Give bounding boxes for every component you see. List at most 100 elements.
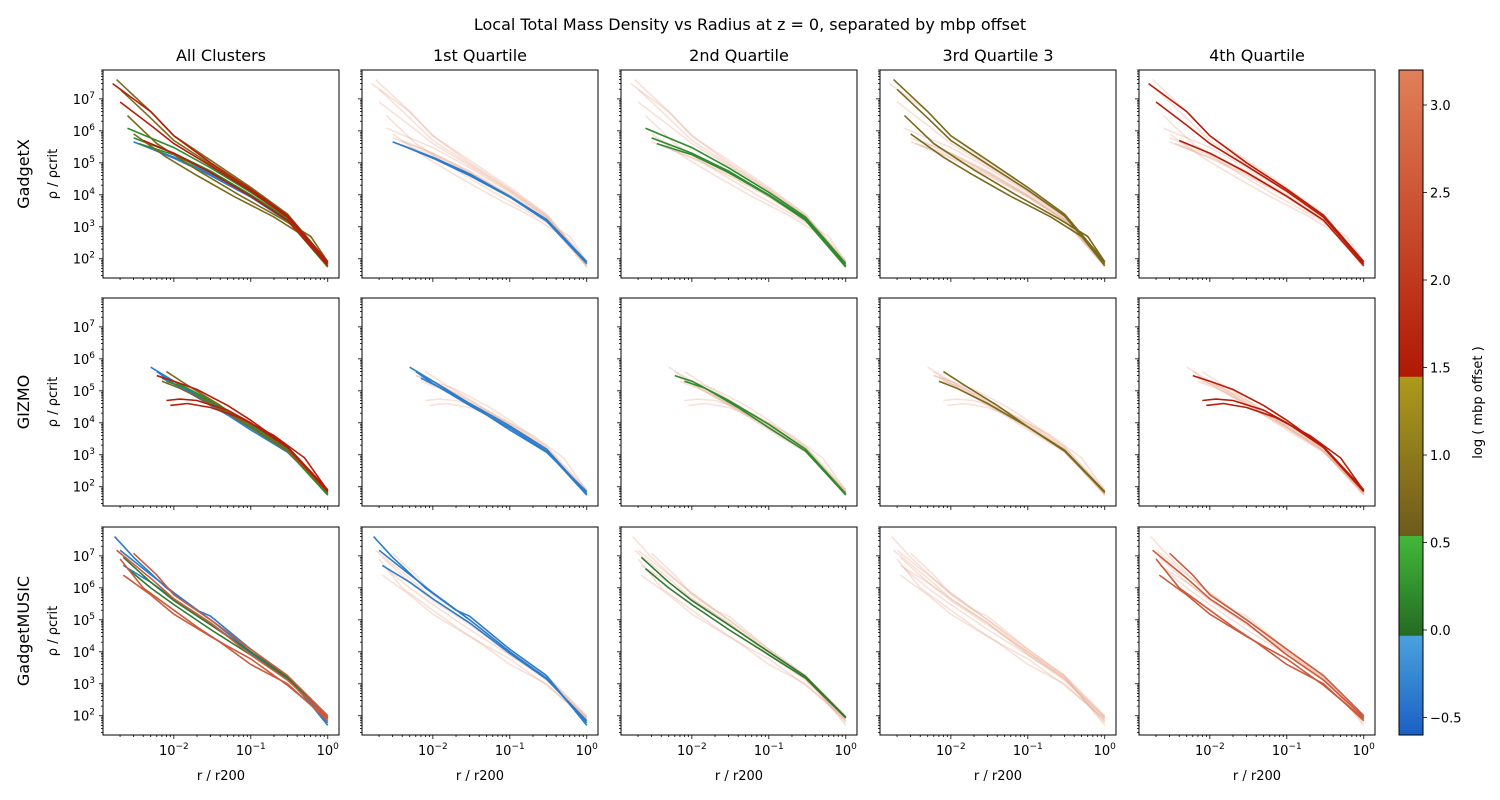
figure-title: Local Total Mass Density vs Radius at z … <box>474 15 1026 34</box>
plot-area <box>621 298 857 506</box>
faded-curve-q4-3 <box>640 574 847 720</box>
curves <box>371 79 588 268</box>
curves <box>409 366 588 496</box>
panel-frame <box>1138 69 1376 279</box>
panel-frame <box>879 526 1117 736</box>
faded-curve-q2-2 <box>1162 567 1365 719</box>
faded-curve-q3-2 <box>378 88 588 265</box>
column-title: 4th Quartile <box>1209 46 1305 65</box>
panel-frame <box>361 297 599 507</box>
y-tick-label: 105 <box>73 155 95 172</box>
curve-q4-4 <box>1169 552 1365 717</box>
y-tick-label: 104 <box>73 644 96 661</box>
curve-q2-2 <box>126 567 329 719</box>
panel-r1-c5: 4th Quartile <box>1135 46 1376 282</box>
curves <box>668 366 847 496</box>
curve-q3-4 <box>126 115 329 263</box>
faded-curve-q1-3 <box>899 564 1106 722</box>
faded-curve-q4-3 <box>947 402 1106 492</box>
curve-q1-1 <box>373 536 588 726</box>
colorbar-tick-label: 2.0 <box>1430 274 1451 289</box>
curve-q4-2 <box>166 398 329 493</box>
x-tick-label: 100 <box>1094 742 1117 759</box>
panel-frame <box>1138 297 1376 507</box>
colorbar-tick-label: 2.5 <box>1430 187 1451 202</box>
y-tick-label: 105 <box>73 383 95 400</box>
curve-q1-2 <box>378 549 588 724</box>
faded-curve-q1-3 <box>1197 377 1365 493</box>
curve-q3-2 <box>896 88 1106 265</box>
y-tick-label: 104 <box>73 415 96 432</box>
y-tick-label: 103 <box>73 447 95 464</box>
x-tick-label: 10−1 <box>1013 742 1043 759</box>
curve-q1-3 <box>381 564 588 722</box>
colorbar-tick-label: 3.0 <box>1430 99 1451 114</box>
plot-area <box>362 70 598 278</box>
faded-curve-q3-4 <box>1162 115 1365 263</box>
curve-q4-3 <box>1206 402 1365 492</box>
panel-r2-c4 <box>876 297 1117 510</box>
column-title: 2nd Quartile <box>689 46 789 65</box>
x-axis-label: r / r200 <box>456 769 504 784</box>
curves <box>112 79 329 268</box>
faded-curve-q4-2 <box>637 558 847 722</box>
panel-frame <box>102 526 340 736</box>
faded-curve-q3-4 <box>644 115 847 263</box>
x-tick-label: 10−1 <box>236 742 266 759</box>
panel-frame <box>879 69 1117 279</box>
colorbar-tick-label: 1.0 <box>1430 449 1451 464</box>
colorbar-tick-label: 1.5 <box>1430 362 1451 377</box>
x-tick-label: 100 <box>576 742 599 759</box>
curve-q3-3 <box>910 133 1106 267</box>
curve-q3-2 <box>938 380 1106 494</box>
x-tick-label: 10−2 <box>159 742 189 759</box>
x-axis-label: r / r200 <box>197 769 245 784</box>
plot-area <box>880 298 1116 506</box>
y-tick-label: 105 <box>73 612 95 629</box>
curve-q2-2 <box>651 137 847 267</box>
y-tick-label: 106 <box>73 580 96 597</box>
row-label: GIZMO <box>14 375 33 429</box>
panel-grid: 102 103 104 105 106 107 ρ / ρcrit GadgetX All Cl… <box>14 46 1376 784</box>
curve-q4-2 <box>1155 101 1365 265</box>
colorbar-tick-label: 0.0 <box>1430 624 1451 639</box>
curve-q4-1 <box>1152 549 1365 718</box>
faded-curve-q4-1 <box>933 374 1106 491</box>
plot-area <box>880 527 1116 735</box>
x-axis-label: r / r200 <box>715 769 763 784</box>
panel-r1-c4: 3rd Quartile 3 <box>876 46 1117 282</box>
faded-curve-q2-3 <box>915 142 1106 268</box>
panel-frame <box>620 526 858 736</box>
panel-frame <box>1138 526 1376 736</box>
curves <box>630 79 847 268</box>
curve-q1-3 <box>420 377 588 493</box>
x-tick-label: 10−1 <box>495 742 525 759</box>
row-label: GadgetX <box>14 139 33 209</box>
curve-q4-3 <box>122 574 329 720</box>
panel-r2-c2 <box>358 297 599 510</box>
curves <box>1150 536 1365 726</box>
faded-curve-q1-1 <box>891 536 1106 726</box>
y-tick-label: 104 <box>73 187 96 204</box>
y-tick-label: 103 <box>73 219 95 236</box>
y-tick-label: 106 <box>73 351 96 368</box>
x-tick-label: 100 <box>317 742 340 759</box>
faded-curve-q2-2 <box>1202 380 1365 496</box>
panel-frame <box>620 69 858 279</box>
curves <box>150 366 329 496</box>
y-tick-label: 103 <box>73 676 95 693</box>
faded-curve-q4-3 <box>899 574 1106 720</box>
curve-q4-3 <box>1178 139 1365 267</box>
faded-curve-q4-2 <box>896 558 1106 722</box>
faded-curve-q4-2 <box>425 398 588 493</box>
faded-curve-q4-1 <box>893 549 1106 718</box>
panel-frame <box>879 297 1117 507</box>
y-tick-label: 102 <box>73 708 95 725</box>
faded-curve-q4-1 <box>371 82 588 263</box>
faded-curve-q3-1 <box>634 79 847 263</box>
faded-curve-q4-2 <box>378 101 588 265</box>
curves <box>891 536 1106 726</box>
x-tick-label: 10−2 <box>677 742 707 759</box>
curves <box>889 79 1106 268</box>
